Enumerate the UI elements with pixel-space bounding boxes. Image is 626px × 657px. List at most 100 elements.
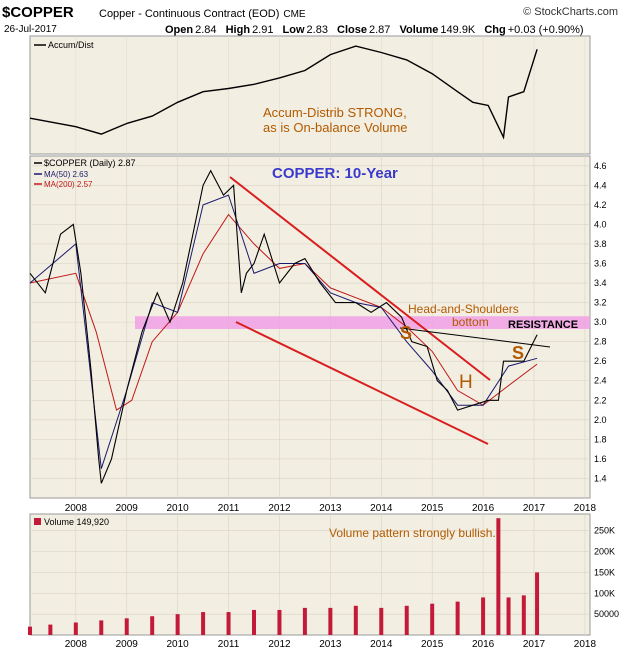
volume-bar bbox=[99, 620, 104, 635]
accum-legend-label: Accum/Dist bbox=[48, 40, 94, 50]
volume-x-tick-2017: 2017 bbox=[523, 639, 546, 650]
volume-y-tick-50000: 50000 bbox=[594, 609, 619, 619]
brand-label: © StockCharts.com bbox=[523, 6, 618, 18]
price-y-tick-4.0: 4.0 bbox=[594, 219, 607, 229]
price-y-tick-3.8: 3.8 bbox=[594, 239, 607, 249]
price-x-tick-2011: 2011 bbox=[218, 503, 240, 514]
price-x-tick-2014: 2014 bbox=[370, 503, 393, 514]
volume-x-tick-2012: 2012 bbox=[268, 639, 291, 650]
volume-bar bbox=[328, 607, 333, 635]
price-x-tick-2016: 2016 bbox=[472, 503, 495, 514]
volume-bar bbox=[226, 612, 231, 635]
volume-x-tick-2018: 2018 bbox=[574, 639, 597, 650]
price-x-tick-2015: 2015 bbox=[421, 503, 444, 514]
trend-channel-lower bbox=[235, 321, 489, 445]
price-x-tick-2009: 2009 bbox=[116, 503, 139, 514]
volume-x-tick-2008: 2008 bbox=[65, 639, 88, 650]
volume-x-tick-2015: 2015 bbox=[421, 639, 444, 650]
price-y-tick-4.4: 4.4 bbox=[594, 180, 607, 190]
price-y-tick-2.4: 2.4 bbox=[594, 376, 607, 386]
trend-channel-upper bbox=[229, 176, 491, 381]
volume-bar bbox=[404, 605, 409, 635]
volume-bar bbox=[455, 601, 460, 635]
volume-bar bbox=[430, 603, 435, 635]
price-x-tick-2018: 2018 bbox=[574, 503, 597, 514]
price-y-tick-2.0: 2.0 bbox=[594, 415, 607, 425]
high-value: 2.91 bbox=[252, 24, 274, 36]
volume-legend-swatch bbox=[34, 518, 41, 525]
volume-panel bbox=[29, 513, 591, 636]
volume-bar bbox=[506, 597, 511, 635]
chart-header: $COPPER Copper - Continuous Contract (EO… bbox=[0, 0, 626, 40]
chart-date: 26-Jul-2017 bbox=[4, 24, 57, 35]
volume-x-tick-2013: 2013 bbox=[319, 639, 342, 650]
volume-bar bbox=[379, 607, 384, 635]
price-legend-label: $COPPER (Daily) 2.87 bbox=[44, 158, 136, 168]
price-x-tick-2008: 2008 bbox=[65, 503, 88, 514]
volume-bar bbox=[150, 616, 155, 635]
volume-x-tick-2016: 2016 bbox=[472, 639, 495, 650]
volume-bar bbox=[535, 572, 540, 635]
volume-bar bbox=[124, 618, 129, 635]
volume-y-tick-100K: 100K bbox=[594, 588, 615, 598]
volume-bar bbox=[48, 624, 53, 635]
volume-bar bbox=[353, 605, 358, 635]
volume-bar bbox=[175, 614, 180, 635]
volume-bar bbox=[481, 597, 486, 635]
volume-bar bbox=[277, 609, 282, 635]
symbol-description: Copper - Continuous Contract (EOD) CME bbox=[99, 8, 306, 20]
volume-x-tick-2011: 2011 bbox=[218, 639, 240, 650]
volume-bars bbox=[28, 518, 540, 635]
volume-bar bbox=[73, 622, 78, 635]
left-shoulder-label: S bbox=[400, 323, 412, 343]
accum-panel bbox=[29, 35, 591, 155]
price-y-tick-2.2: 2.2 bbox=[594, 395, 607, 405]
volume-y-tick-150K: 150K bbox=[594, 567, 615, 577]
chg-value: +0.03 (+0.90%) bbox=[507, 24, 584, 36]
volume-bar bbox=[252, 609, 256, 635]
resistance-label: RESISTANCE bbox=[508, 319, 578, 331]
low-label: Low bbox=[282, 24, 305, 36]
price-x-tick-2012: 2012 bbox=[268, 503, 291, 514]
chg-label: Chg bbox=[484, 24, 506, 36]
price-y-tick-1.4: 1.4 bbox=[594, 473, 607, 483]
ma200-legend-label: MA(200) 2.57 bbox=[44, 180, 93, 189]
price-y-tick-3.6: 3.6 bbox=[594, 258, 607, 268]
volume-legend: Volume 149,920 bbox=[34, 517, 109, 527]
accum-annotation-line2: as is On-balance Volume bbox=[263, 120, 408, 135]
price-legend: $COPPER (Daily) 2.87 MA(50) 2.63 MA(200)… bbox=[34, 158, 136, 189]
price-x-tick-2010: 2010 bbox=[167, 503, 190, 514]
volume-bar bbox=[521, 595, 526, 635]
axis-ticks: 2008 2008 2009 2009 2010 2010 2011 2011 2012 2012… bbox=[65, 161, 619, 650]
description-text: Copper - Continuous Contract (EOD) bbox=[99, 8, 280, 20]
accum-dist-line bbox=[29, 45, 538, 140]
low-value: 2.83 bbox=[306, 24, 328, 36]
price-y-tick-4.6: 4.6 bbox=[594, 161, 607, 171]
close-label: Close bbox=[337, 24, 367, 36]
price-y-tick-3.0: 3.0 bbox=[594, 317, 607, 327]
price-line bbox=[29, 169, 538, 484]
neckline bbox=[399, 327, 551, 348]
volume-x-tick-2010: 2010 bbox=[167, 639, 190, 650]
exchange-label: CME bbox=[283, 9, 306, 20]
hs-annotation-line1: Head-and-Shoulders bbox=[408, 302, 519, 316]
chart-title: COPPER: 10-Year bbox=[272, 165, 398, 182]
price-y-tick-2.8: 2.8 bbox=[594, 337, 607, 347]
accum-annotation-line1: Accum-Distrib STRONG, bbox=[263, 105, 407, 120]
price-x-tick-2013: 2013 bbox=[319, 503, 342, 514]
volume-label: Volume bbox=[399, 24, 439, 36]
head-label: H bbox=[459, 372, 473, 393]
price-y-tick-1.8: 1.8 bbox=[594, 434, 607, 444]
ma50-legend-label: MA(50) 2.63 bbox=[44, 170, 89, 179]
price-y-tick-1.6: 1.6 bbox=[594, 454, 607, 464]
volume-bar bbox=[496, 518, 501, 635]
close-value: 2.87 bbox=[369, 24, 391, 36]
volume-legend-label: Volume 149,920 bbox=[44, 517, 109, 527]
hs-annotation-line2: bottom bbox=[452, 315, 489, 329]
accum-legend: Accum/Dist bbox=[34, 40, 94, 50]
price-y-tick-2.6: 2.6 bbox=[594, 356, 607, 366]
volume-bar bbox=[302, 607, 307, 635]
volume-annotation: Volume pattern strongly bullish. bbox=[329, 526, 496, 540]
resistance-band bbox=[135, 316, 590, 329]
